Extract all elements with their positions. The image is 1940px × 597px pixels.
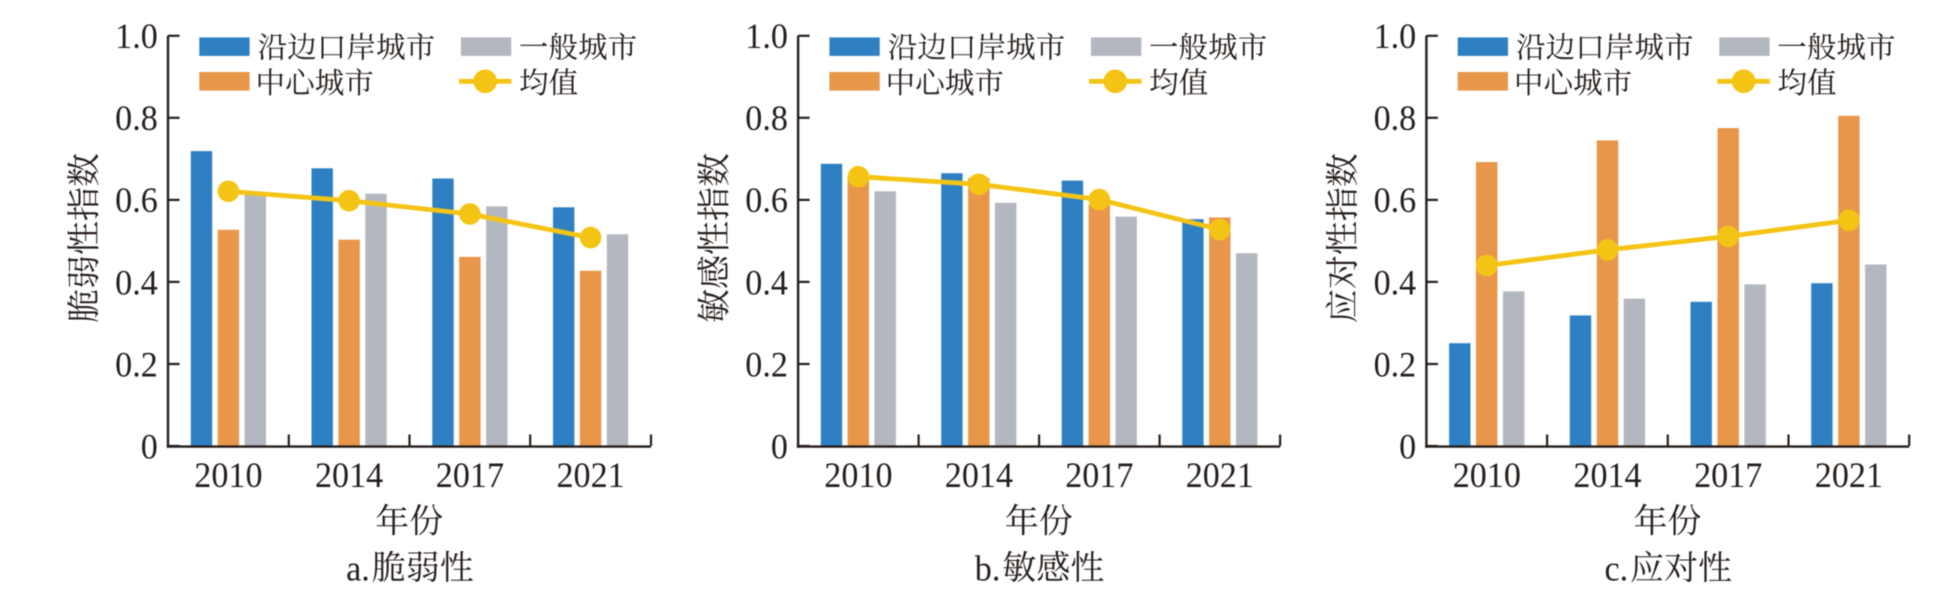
svg-text:c.: c.: [1605, 549, 1629, 589]
svg-text:1.0: 1.0: [115, 17, 158, 57]
svg-text:0.6: 0.6: [745, 181, 788, 221]
svg-text:2014: 2014: [315, 455, 383, 495]
svg-text:0: 0: [1399, 427, 1416, 467]
svg-text:2021: 2021: [1815, 455, 1883, 495]
svg-text:1.0: 1.0: [1374, 17, 1417, 57]
svg-text:0: 0: [771, 427, 788, 467]
svg-text:1.0: 1.0: [745, 17, 788, 57]
svg-text:0.8: 0.8: [115, 99, 158, 139]
svg-text:2014: 2014: [945, 455, 1013, 495]
svg-text:2017: 2017: [1694, 455, 1762, 495]
svg-text:2010: 2010: [824, 455, 892, 495]
svg-text:0.4: 0.4: [115, 263, 158, 303]
svg-text:2010: 2010: [194, 455, 262, 495]
svg-text:0.8: 0.8: [745, 99, 788, 139]
svg-text:0.8: 0.8: [1374, 99, 1417, 139]
svg-text:2021: 2021: [1186, 455, 1254, 495]
svg-text:0.2: 0.2: [1374, 345, 1417, 385]
svg-text:2010: 2010: [1453, 455, 1521, 495]
svg-text:2017: 2017: [1065, 455, 1133, 495]
svg-text:2021: 2021: [557, 455, 625, 495]
svg-text:b.: b.: [975, 549, 1001, 589]
svg-text:2017: 2017: [436, 455, 504, 495]
svg-text:0.6: 0.6: [1374, 181, 1417, 221]
svg-text:0.2: 0.2: [745, 345, 788, 385]
svg-text:0.6: 0.6: [115, 181, 158, 221]
svg-text:0.4: 0.4: [1374, 263, 1417, 303]
svg-text:a.: a.: [346, 549, 370, 589]
svg-text:0.4: 0.4: [745, 263, 788, 303]
svg-text:2014: 2014: [1573, 455, 1641, 495]
svg-text:0: 0: [141, 427, 158, 467]
svg-text:0.2: 0.2: [115, 345, 158, 385]
